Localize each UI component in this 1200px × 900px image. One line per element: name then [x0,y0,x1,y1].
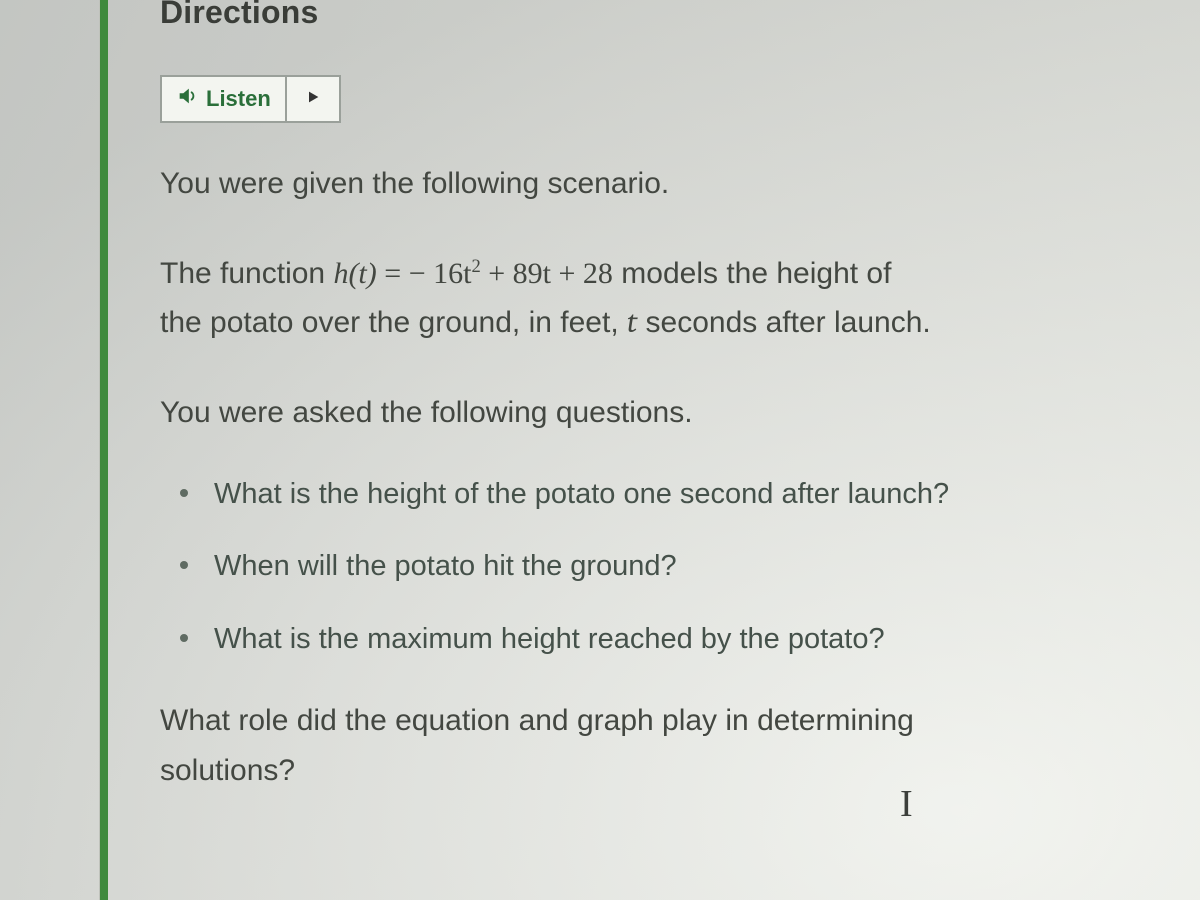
directions-heading: Directions [160,0,1150,31]
list-item: When will the potato hit the ground? [214,543,1150,589]
fn-suffix1: models the height of [613,257,892,290]
function-sentence: The function h(t) = − 16t2 + 89t + 28 mo… [160,249,1150,348]
play-icon [305,89,321,110]
closing-line2: solutions? [160,754,295,787]
content-panel: Directions Listen You were given the fol… [100,0,1200,900]
listen-button[interactable]: Listen [162,77,287,121]
fn-exp: 2 [471,256,480,277]
closing-line1: What role did the equation and graph pla… [160,704,914,737]
asked-text: You were asked the following questions. [160,388,1150,438]
fn-prefix: The function [160,257,333,290]
fn-rhs-a: − 16t [409,257,472,290]
listen-toolbar: Listen [160,75,341,123]
fn-eq: = [377,257,409,290]
list-item: What is the maximum height reached by th… [214,616,1150,662]
list-item: What is the height of the potato one sec… [214,471,1150,517]
closing-question: What role did the equation and graph pla… [160,696,1150,795]
intro-text: You were given the following scenario. [160,159,1150,209]
fn-line2a: the potato over the ground, in feet, [160,306,627,339]
fn-rhs-b: + 89t + 28 [481,257,613,290]
fn-suffix2: seconds after launch. [637,306,931,339]
fn-lhs: h(t) [333,257,376,290]
speaker-icon [176,85,198,113]
fn-tvar: t [627,305,637,340]
play-button[interactable] [287,77,339,121]
question-list: What is the height of the potato one sec… [160,471,1150,662]
listen-label: Listen [206,86,271,112]
